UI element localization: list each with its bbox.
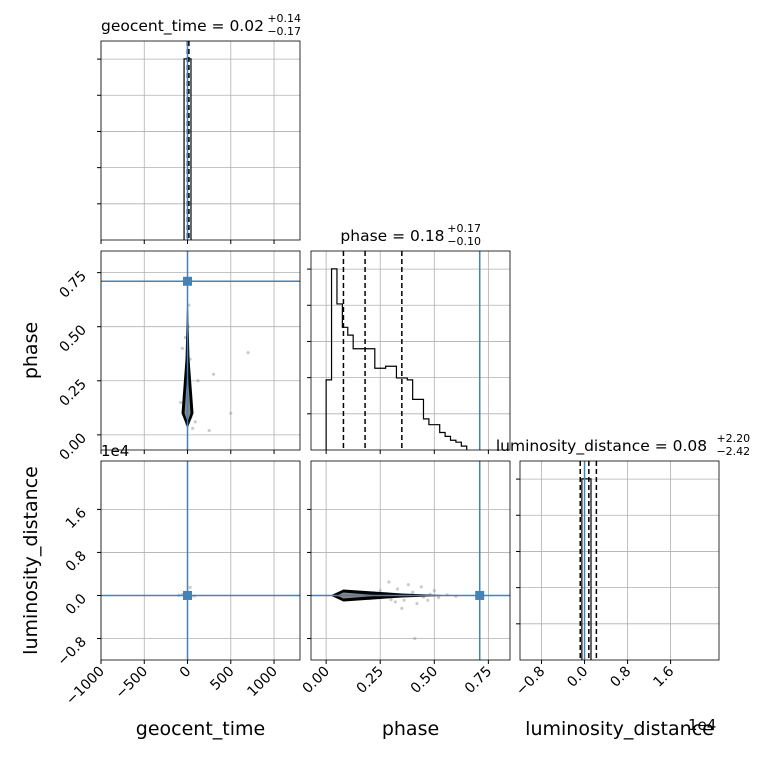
x-axis-label-geocent_time: geocent_time — [136, 718, 265, 740]
panel-phase: phase = 0.18 +0.17−0.10 — [307, 222, 511, 451]
sample-point — [246, 351, 250, 355]
x-tick-label: 500 — [207, 664, 237, 694]
grid-lines — [100, 41, 300, 240]
y-tick-label: 0.00 — [56, 430, 89, 463]
y-tick-label: −0.8 — [54, 634, 89, 669]
sample-point — [411, 590, 415, 594]
x-tick-label: 0.8 — [607, 664, 634, 691]
panel-phase-vs-luminosity_distance — [310, 460, 511, 661]
sample-point — [191, 426, 195, 430]
panel-frame — [310, 250, 511, 451]
sample-point — [402, 598, 406, 602]
y-offset-text: 1e4 — [101, 442, 129, 460]
title-phase: phase = 0.18 — [340, 227, 444, 245]
x-tick-label: 1.6 — [650, 663, 677, 690]
panel-content — [101, 461, 300, 660]
sample-point — [378, 589, 382, 593]
sample-point — [207, 428, 211, 433]
x-tick-label: 1000 — [244, 664, 281, 701]
x-tick-label: −500 — [113, 664, 152, 703]
title-luminosity_distance: luminosity_distance = 0.08 — [496, 437, 707, 456]
sample-point — [393, 600, 397, 604]
y-axis-label-luminosity_distance: luminosity_distance — [20, 466, 42, 655]
x-tick-label: −1000 — [63, 664, 108, 709]
sample-point — [179, 400, 183, 405]
y-axis-label-phase: phase — [20, 322, 42, 379]
sample-point — [387, 580, 391, 584]
grid-lines — [100, 461, 300, 660]
grid-lines — [100, 251, 300, 450]
sample-point — [229, 411, 233, 415]
x-tick-label: −0.8 — [513, 664, 548, 699]
title-minus-phase: −0.10 — [447, 235, 481, 248]
truth-marker — [183, 276, 193, 286]
truth-marker — [183, 590, 193, 600]
x-axis-label-luminosity_distance: luminosity_distance — [525, 718, 714, 740]
sample-point — [193, 420, 197, 424]
title-minus-geocent_time: −0.17 — [267, 25, 301, 38]
panel-frame — [100, 40, 301, 241]
title-plus-geocent_time: +0.14 — [267, 12, 301, 25]
panel-content — [101, 251, 300, 450]
sample-point — [188, 585, 192, 589]
sample-point — [400, 606, 404, 610]
panel-luminosity_distance: luminosity_distance = 0.08 +2.20−2.42 — [496, 432, 750, 661]
sample-point — [437, 596, 441, 600]
title-plus-phase: +0.17 — [447, 222, 481, 235]
x-tick-label: 0.00 — [300, 664, 333, 697]
panel-frame — [310, 460, 511, 661]
sample-point — [406, 583, 410, 587]
x-axis-label-phase: phase — [382, 718, 439, 740]
sample-point — [196, 379, 200, 383]
sample-point — [419, 585, 423, 589]
sample-point — [415, 601, 419, 606]
histogram-luminosity_distance — [581, 478, 592, 660]
grid-lines — [520, 461, 719, 660]
x-tick-label: 0.75 — [462, 664, 495, 697]
sample-point — [211, 372, 216, 376]
truth-marker — [475, 590, 485, 600]
x-tick-label: 0 — [177, 664, 195, 682]
sample-point — [426, 598, 430, 602]
sample-point — [389, 598, 393, 602]
x-tick-label: 0.50 — [408, 664, 441, 697]
y-tick-label: 0.50 — [56, 322, 89, 355]
title-minus-luminosity_distance: −2.42 — [716, 445, 750, 458]
x-offset-text: 1e4 — [688, 716, 716, 734]
title-plus-luminosity_distance: +2.20 — [716, 432, 750, 445]
panel-frame — [100, 460, 301, 661]
sample-point — [395, 587, 400, 591]
sample-point — [413, 636, 417, 641]
sample-point — [432, 589, 436, 593]
panel-geocent_time-vs-phase — [100, 250, 301, 451]
x-tick-label: 0.0 — [564, 664, 591, 691]
y-tick-label: 0.25 — [56, 376, 89, 409]
panel-frame — [519, 460, 720, 661]
y-tick-label: 0.75 — [56, 268, 89, 301]
panel-geocent_time-vs-luminosity_distance — [100, 460, 301, 661]
y-tick-label: 0.8 — [63, 548, 90, 575]
panel-content — [311, 461, 510, 660]
histogram-phase — [325, 268, 468, 450]
title-geocent_time: geocent_time = 0.02 — [101, 17, 264, 36]
sample-point — [180, 346, 184, 350]
panel-frame — [100, 250, 301, 451]
panel-geocent_time: geocent_time = 0.02 +0.14−0.17 — [97, 12, 301, 241]
y-tick-label: 1.6 — [63, 505, 90, 532]
y-tick-label: 0.0 — [63, 591, 90, 618]
x-tick-label: 0.25 — [354, 664, 387, 697]
